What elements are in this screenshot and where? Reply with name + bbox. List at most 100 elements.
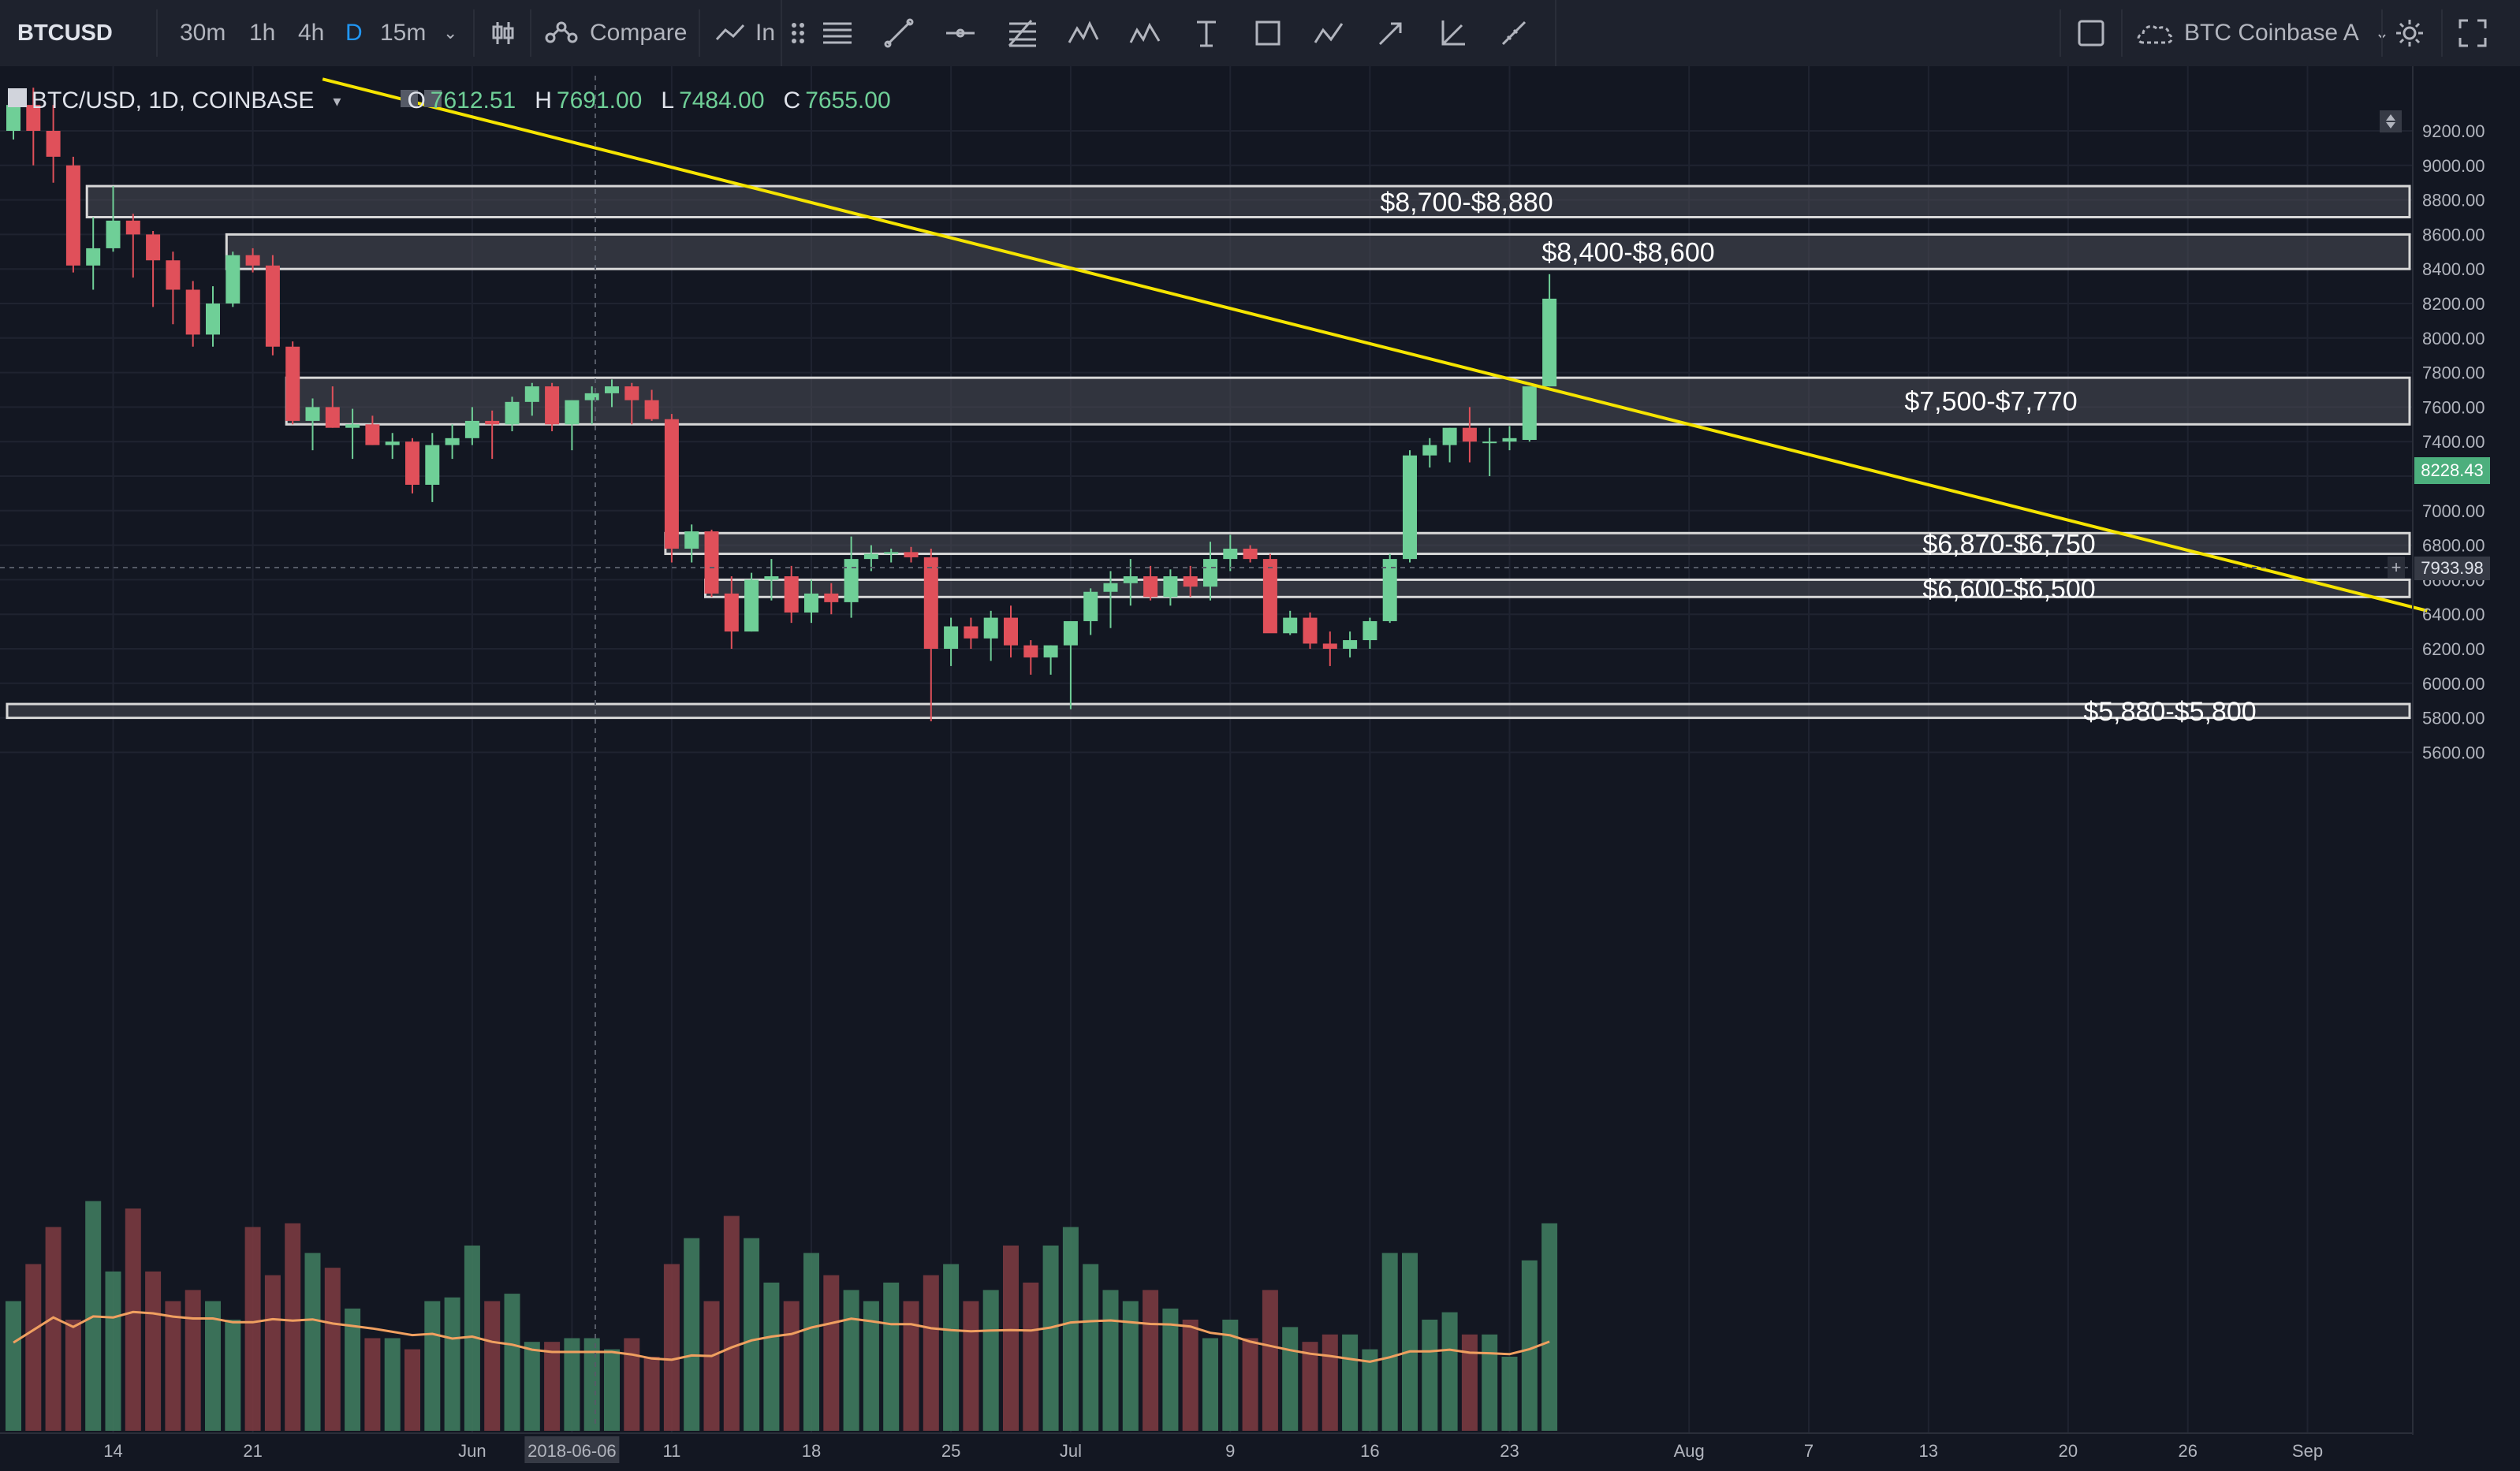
volume-bar [863,1301,879,1431]
expand-icon[interactable] [2457,17,2488,49]
candle-body [545,386,560,425]
candle-body [764,576,779,580]
last-price-text: 8228.43 [2421,460,2484,480]
fib-retracement-icon[interactable] [1005,16,1039,50]
drag-handle-icon[interactable] [788,16,807,50]
symbol-label[interactable]: BTCUSD [17,20,113,46]
candle-body [1322,643,1337,649]
candle-body [325,407,340,428]
volume-bar [1501,1357,1518,1431]
eye-icon[interactable] [401,90,418,107]
low-key: L [661,88,675,114]
candle-body [684,531,699,549]
volume-bar [105,1271,121,1431]
candle-body [505,401,520,425]
gear-icon[interactable] [2394,17,2425,49]
chevron-down-icon[interactable]: ⌄ [443,23,458,43]
interval-15m[interactable]: 15m [380,20,427,46]
interval-30m[interactable]: 30m [180,20,226,46]
date-tick-label: 25 [941,1441,960,1461]
candle-body [1143,576,1158,598]
volume-bar [843,1290,859,1431]
interval-1h[interactable]: 1h [249,20,276,46]
toolbar-divider [2441,9,2443,57]
close-value: 7655.00 [805,88,891,114]
price-zone [85,184,2411,218]
rectangle-tool-icon[interactable] [1251,16,1285,50]
volume-bar [125,1208,141,1431]
volume-bar [6,1301,21,1431]
volume-bar [1003,1246,1019,1431]
candle-body [1462,427,1477,442]
toolbar-divider [530,9,531,57]
indicators-button[interactable]: In [714,0,775,66]
price-tick-label: 6800.00 [2422,536,2485,556]
exchange-selector[interactable]: BTC Coinbase A ⌄ [2134,0,2389,66]
plus-icon[interactable]: + [2391,557,2402,577]
volume-bar [524,1342,540,1431]
volume-bar [165,1301,181,1431]
candle-body [644,400,659,419]
trend-line[interactable] [322,77,2428,613]
candle-body [1343,640,1358,649]
high-key: H [535,88,552,114]
indicators-label: In [755,20,776,46]
crosshair-price-bg [2414,557,2490,580]
candle-body [26,105,41,131]
date-tick-label: 21 [243,1441,262,1461]
crosshair-plus-bg [2388,557,2405,579]
pattern-icon[interactable] [1066,16,1101,50]
interval-4h[interactable]: 4h [298,20,325,46]
legend-title: BTC/USD, 1D, COINBASE [32,88,315,114]
candle-body [524,386,539,402]
volume-bar [1422,1320,1438,1431]
toolbar-divider [2381,9,2383,57]
top-toolbar: BTCUSD 30m 1h 4h D 15m ⌄ Compare In BTC … [0,0,2520,68]
candlesticks [6,88,1557,721]
price-zone-label: $6,600-$6,500 [1922,574,2095,604]
volume-bar [1143,1290,1159,1431]
candle-body [1382,559,1397,621]
elliott-wave-icon[interactable] [1128,16,1162,50]
candle-body [345,424,360,428]
text-tool-icon[interactable] [1189,16,1224,50]
toolbar-divider [2121,9,2123,57]
drawing-toolbar [781,0,1556,66]
candle-body [744,579,759,632]
abcd-pattern-icon[interactable] [1312,16,1347,50]
volume-bar [763,1283,780,1431]
fullscreen-box-icon[interactable] [2077,19,2105,47]
candle-body [704,531,719,594]
horizontal-lines-icon[interactable] [820,16,855,50]
arrow-tool-icon[interactable] [1374,16,1408,50]
horizontal-line-icon[interactable] [943,16,978,50]
angle-tool-icon[interactable] [1435,16,1470,50]
compare-label: Compare [590,20,688,46]
trend-line-icon[interactable] [882,16,916,50]
price-chart[interactable]: $8,700-$8,880 $8,400-$8,600 $7,500-$7,770 $… [0,66,2520,1471]
volume-bar [1122,1301,1139,1431]
volume-bar [1222,1320,1239,1431]
measure-tool-icon[interactable] [1497,16,1531,50]
toolbar-divider [2060,9,2061,57]
candle-body [1123,576,1138,583]
candle-body [206,304,220,335]
price-tick-label: 7800.00 [2422,363,2485,383]
volume-bar [982,1290,999,1431]
date-tick-label: 16 [1360,1441,1379,1461]
compare-icon [545,21,578,43]
volume-bar [1521,1260,1538,1431]
volume-bar [145,1271,162,1431]
volume-bar [185,1290,201,1431]
candles-icon[interactable] [489,0,517,66]
scale-toggle-icon[interactable] [2380,110,2402,132]
settings-small-icon[interactable] [424,90,442,107]
volume-bar [1282,1327,1299,1431]
chevron-down-icon[interactable]: ▾ [333,92,341,110]
date-tick-label: Jul [1060,1441,1082,1461]
compare-button[interactable]: Compare [544,0,687,66]
interval-d[interactable]: D [345,20,363,46]
candle-body [445,438,460,445]
candle-body [305,407,320,421]
date-tick-label: 2018-06-06 [527,1441,617,1461]
